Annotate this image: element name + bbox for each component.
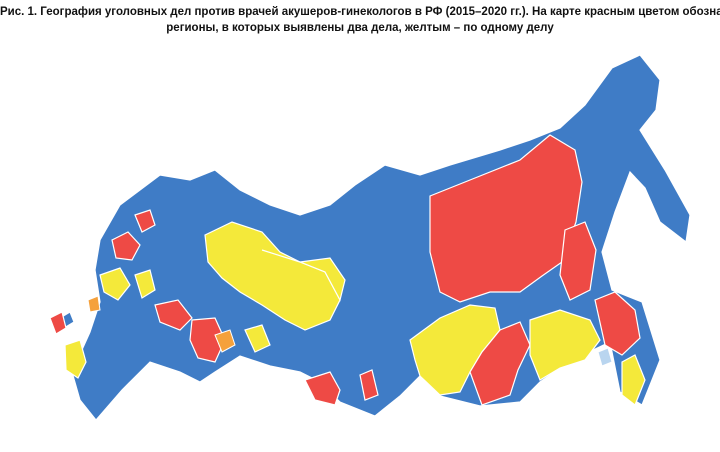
region: [559, 221, 597, 301]
region: [49, 311, 67, 335]
region: [621, 354, 646, 406]
region: [304, 371, 341, 406]
region: [359, 369, 379, 401]
region: [261, 249, 346, 302]
russia-regions: [49, 54, 691, 421]
region: [154, 299, 193, 331]
region: [99, 267, 131, 301]
region: [597, 347, 613, 367]
region: [204, 221, 341, 331]
region: [134, 209, 156, 233]
region: [87, 295, 101, 313]
caption-line: регионы, в которых выявлены два дела, же…: [166, 22, 554, 34]
caption-line: Рис. 1. География уголовных дел против в…: [0, 6, 720, 18]
region: [71, 54, 691, 421]
region: [189, 317, 226, 363]
region: [134, 269, 156, 299]
region: [111, 231, 141, 261]
region: [529, 309, 601, 381]
region: [244, 324, 271, 353]
region: [214, 329, 236, 353]
region: [64, 339, 87, 379]
region: [594, 291, 641, 356]
